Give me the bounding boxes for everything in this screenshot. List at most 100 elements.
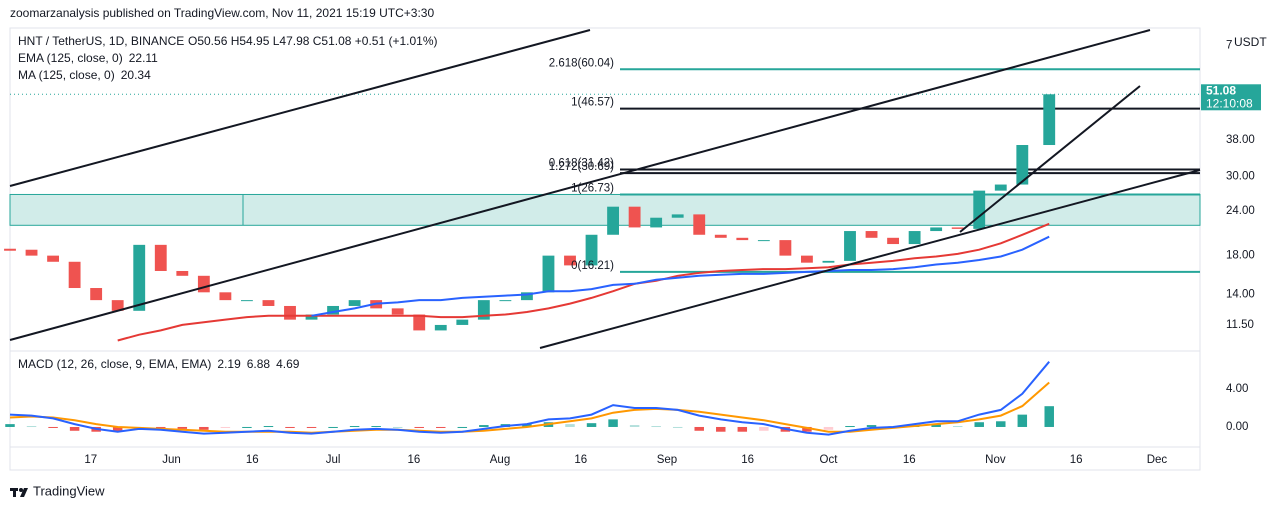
candle	[521, 292, 533, 301]
legend-value: 2.19	[217, 357, 241, 371]
x-tick-label: Oct	[820, 454, 839, 466]
last-price-box	[1201, 84, 1261, 111]
macd-bar	[392, 426, 403, 428]
y-tick-label: 30.00	[1226, 171, 1255, 183]
macd-bar	[5, 424, 15, 427]
legend-value: 4.69	[276, 357, 300, 371]
candle	[197, 275, 210, 293]
macd-bar	[565, 424, 575, 427]
fib-label: 1(26.73)	[571, 182, 614, 194]
macd-bar	[608, 419, 618, 427]
legend-ma: MA (125, close, 0)	[18, 68, 115, 82]
trend-line	[959, 85, 1141, 233]
legend-value: 22.11	[129, 51, 158, 65]
trend-line	[9, 29, 1151, 341]
candle	[25, 249, 38, 256]
candle	[348, 300, 361, 306]
candle	[585, 234, 598, 266]
macd-bar	[199, 426, 209, 430]
macd-bar	[1017, 414, 1028, 427]
y-tick-label: 14.00	[1226, 289, 1255, 301]
candle	[413, 314, 426, 331]
macd-bar	[586, 423, 597, 427]
x-tick-label: 16	[246, 454, 259, 466]
x-tick-label: Jun	[162, 454, 181, 466]
macd-bar	[522, 424, 532, 427]
zone	[9, 193, 1201, 226]
macd-bar	[974, 422, 984, 427]
candle	[930, 227, 943, 232]
macd-bar	[479, 425, 489, 427]
fib-label: 0(16.21)	[571, 260, 614, 272]
macd-bar	[866, 425, 877, 427]
macd-bar	[802, 426, 812, 432]
macd-bar	[737, 426, 748, 432]
y-tick-label: 7	[1226, 40, 1232, 52]
candle	[391, 308, 404, 315]
labels: 17 Jun 16 Jul 16 Aug 16 Sep 16 Oct 16 Nov 16 Dec 7 38.0…	[84, 40, 1261, 466]
legend-macd: MACD (12, 26, close, 9, EMA, EMA)	[18, 357, 211, 371]
candle	[284, 305, 296, 320]
macd-bar	[349, 426, 360, 428]
fib-label: 1.272(30.69)	[549, 161, 614, 173]
candle	[499, 300, 512, 302]
macd-tick-label: 4.00	[1226, 383, 1248, 395]
candle	[779, 240, 792, 256]
macd-bar	[716, 426, 726, 432]
footer-brand: TradingView	[33, 483, 105, 498]
candle	[90, 288, 103, 301]
macd-bar	[823, 426, 834, 430]
signal-line	[9, 381, 1050, 434]
candle	[607, 206, 619, 235]
fib-label: 0.618(31.42)	[549, 157, 614, 169]
candle	[844, 231, 856, 261]
logo	[10, 488, 28, 497]
indicator-line	[311, 235, 1050, 317]
x-tick-label: Aug	[490, 454, 510, 466]
x-tick-label: Sep	[657, 454, 677, 466]
y-tick-label: 24.00	[1226, 205, 1255, 217]
candle	[564, 255, 576, 266]
y-tick-label: 18.00	[1226, 250, 1255, 262]
macd-bar	[694, 426, 704, 431]
macd-bar	[285, 426, 295, 428]
fib-label: 2.618(60.04)	[549, 57, 614, 69]
candle	[542, 255, 555, 293]
header: zoomarzanalysis published on TradingView…	[10, 6, 434, 20]
macd-bar	[651, 426, 661, 428]
candle	[1016, 145, 1029, 185]
macd-bar	[328, 426, 338, 428]
candle	[865, 231, 878, 238]
countdown: 12:10:08	[1206, 96, 1253, 110]
trend-lines	[9, 29, 1201, 349]
candle	[305, 314, 318, 320]
x-tick-label: Jul	[326, 454, 341, 466]
macd-bar	[242, 426, 252, 428]
macd-bar	[759, 426, 769, 431]
macd-bar	[48, 426, 58, 428]
candle	[994, 184, 1007, 191]
candle	[951, 227, 964, 229]
marks	[4, 68, 1201, 436]
macd-bar	[952, 426, 963, 428]
logo-part	[13, 488, 16, 497]
candle	[973, 190, 986, 229]
macd-bar	[672, 426, 683, 428]
macd-bar	[156, 426, 166, 428]
macd-bar	[845, 426, 855, 428]
logo-part	[20, 488, 28, 497]
candle	[801, 255, 813, 263]
macd-bar	[26, 426, 37, 428]
x-tick-label: 16	[574, 454, 587, 466]
macd-bar	[371, 426, 381, 428]
x-tick-label: 16	[741, 454, 754, 466]
trend-line	[9, 29, 591, 187]
candle	[434, 324, 447, 331]
x-tick-label: 17	[84, 454, 97, 466]
candle	[47, 255, 59, 262]
y-tick-label: 11.50	[1226, 319, 1254, 331]
candle	[693, 214, 706, 235]
candle	[908, 231, 921, 245]
candle	[154, 244, 167, 271]
x-tick-label: Nov	[985, 454, 1006, 466]
